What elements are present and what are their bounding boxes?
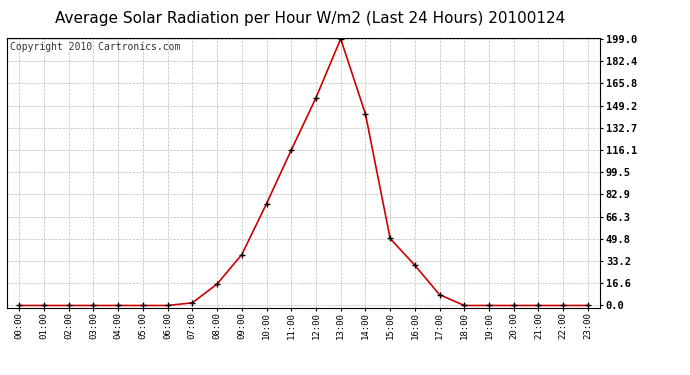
Text: Copyright 2010 Cartronics.com: Copyright 2010 Cartronics.com	[10, 42, 180, 51]
Text: Average Solar Radiation per Hour W/m2 (Last 24 Hours) 20100124: Average Solar Radiation per Hour W/m2 (L…	[55, 11, 566, 26]
